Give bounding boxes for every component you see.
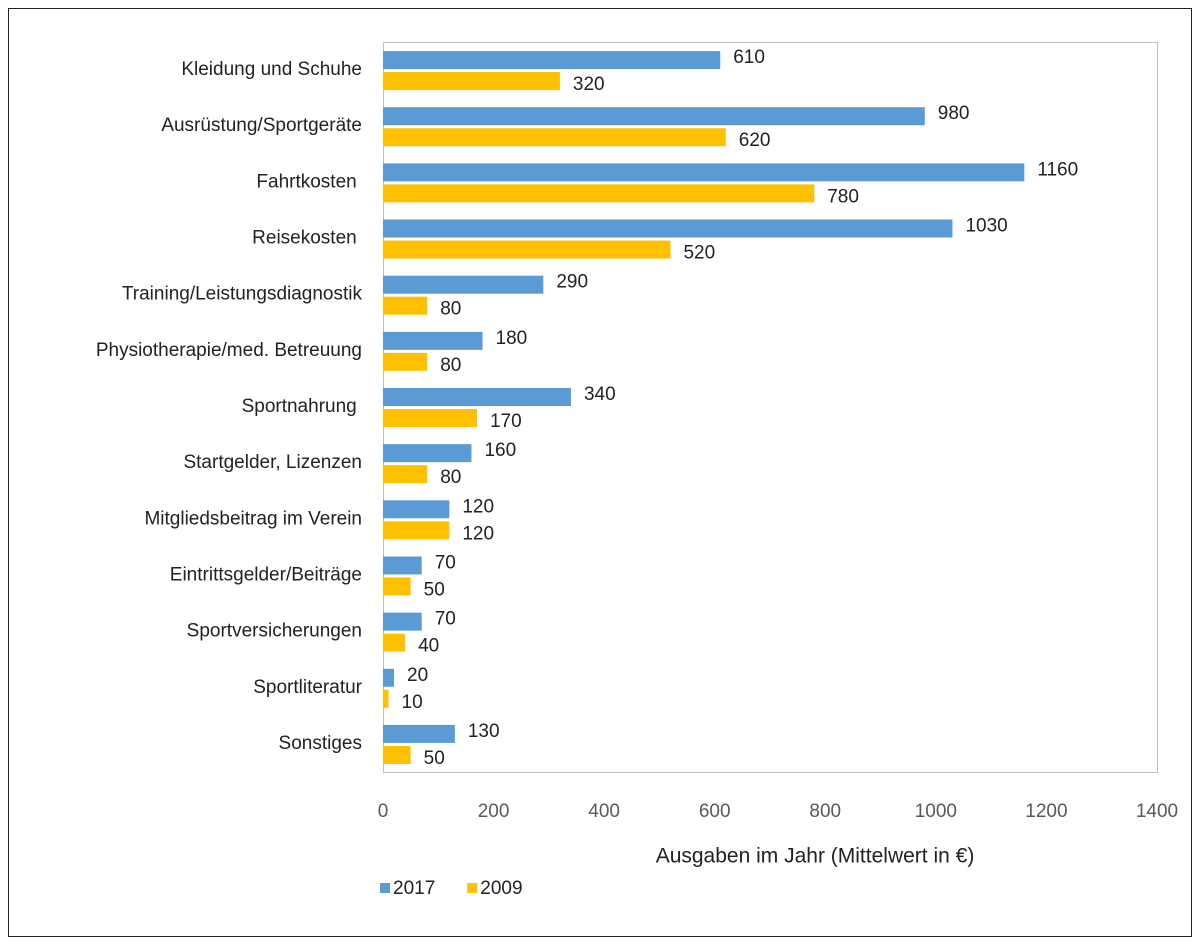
data-label: 620 <box>739 130 771 151</box>
y-tick-label: Sportversicherungen <box>187 621 362 642</box>
x-tick-label: 1200 <box>1025 801 1067 822</box>
bar <box>383 51 721 70</box>
y-tick-label: Mitgliedsbeitrag im Verein <box>144 508 362 529</box>
data-label: 120 <box>462 523 494 544</box>
legend-label: 2017 <box>393 878 435 899</box>
x-tick-label: 800 <box>809 801 841 822</box>
bar <box>383 465 428 484</box>
y-tick-label: Fahrtkosten <box>256 171 362 192</box>
bar <box>383 219 953 238</box>
data-label: 290 <box>556 272 588 293</box>
bar <box>383 444 472 463</box>
data-label: 50 <box>424 579 445 600</box>
legend-swatch <box>380 883 390 893</box>
bar <box>383 352 428 371</box>
bar <box>383 689 389 708</box>
data-label: 20 <box>407 665 428 686</box>
data-label: 70 <box>435 552 456 573</box>
data-label: 170 <box>490 411 522 432</box>
bar <box>383 612 422 631</box>
bar <box>383 577 411 596</box>
x-axis-title: Ausgaben im Jahr (Mittelwert in €) <box>656 845 975 868</box>
y-tick-label: Sportnahrung <box>242 396 362 417</box>
y-tick-label: Sportliteratur <box>253 677 362 698</box>
y-tick-label: Eintrittsgelder/Beiträge <box>170 564 362 585</box>
bar <box>383 745 411 764</box>
chart-frame <box>8 8 1192 937</box>
y-tick-label: Sonstiges <box>279 733 362 754</box>
bar <box>383 296 428 315</box>
data-label: 1030 <box>965 216 1007 237</box>
data-label: 320 <box>573 74 605 95</box>
data-label: 80 <box>440 299 461 320</box>
plot-area <box>383 42 1158 773</box>
y-tick-label: Ausrüstung/Sportgeräte <box>161 115 362 136</box>
data-label: 980 <box>938 103 970 124</box>
bar <box>383 128 726 147</box>
x-tick-label: 600 <box>699 801 731 822</box>
data-label: 130 <box>468 721 500 742</box>
y-tick-label: Startgelder, Lizenzen <box>183 452 362 473</box>
y-tick-label: Kleidung und Schuhe <box>181 59 362 80</box>
y-tick-label: Physiotherapie/med. Betreuung <box>96 340 362 361</box>
x-tick-label: 400 <box>588 801 620 822</box>
bar <box>383 107 925 126</box>
data-label: 1160 <box>1037 159 1078 180</box>
data-label: 610 <box>733 47 765 68</box>
bar <box>383 72 560 91</box>
data-label: 80 <box>440 467 461 488</box>
x-tick-label: 1000 <box>915 801 957 822</box>
bar <box>383 240 671 259</box>
x-tick-label: 0 <box>378 801 389 822</box>
bar <box>383 668 395 687</box>
legend-label: 2009 <box>480 878 522 899</box>
data-label: 180 <box>496 328 528 349</box>
bar <box>383 633 406 652</box>
y-tick-label: Reisekosten <box>252 228 362 249</box>
data-label: 40 <box>418 636 439 657</box>
data-label: 520 <box>683 243 715 264</box>
bar <box>383 331 483 350</box>
data-label: 160 <box>484 440 516 461</box>
data-label: 70 <box>435 609 456 630</box>
bar <box>383 521 450 540</box>
bar <box>383 556 422 575</box>
data-label: 120 <box>462 496 494 517</box>
bar <box>383 388 571 406</box>
data-label: 50 <box>424 748 445 769</box>
data-label: 10 <box>402 692 423 713</box>
legend-swatch <box>467 883 478 893</box>
bar <box>383 500 450 519</box>
x-tick-label: 1400 <box>1136 801 1178 822</box>
bar <box>383 409 477 427</box>
bar <box>383 724 455 743</box>
data-label: 340 <box>584 384 616 405</box>
bar <box>383 163 1025 182</box>
bar <box>383 184 815 203</box>
y-tick-label: Training/Leistungsdiagnostik <box>122 284 363 305</box>
data-label: 80 <box>440 355 461 376</box>
bar <box>383 275 544 294</box>
data-label: 780 <box>827 186 859 207</box>
x-tick-label: 200 <box>478 801 510 822</box>
